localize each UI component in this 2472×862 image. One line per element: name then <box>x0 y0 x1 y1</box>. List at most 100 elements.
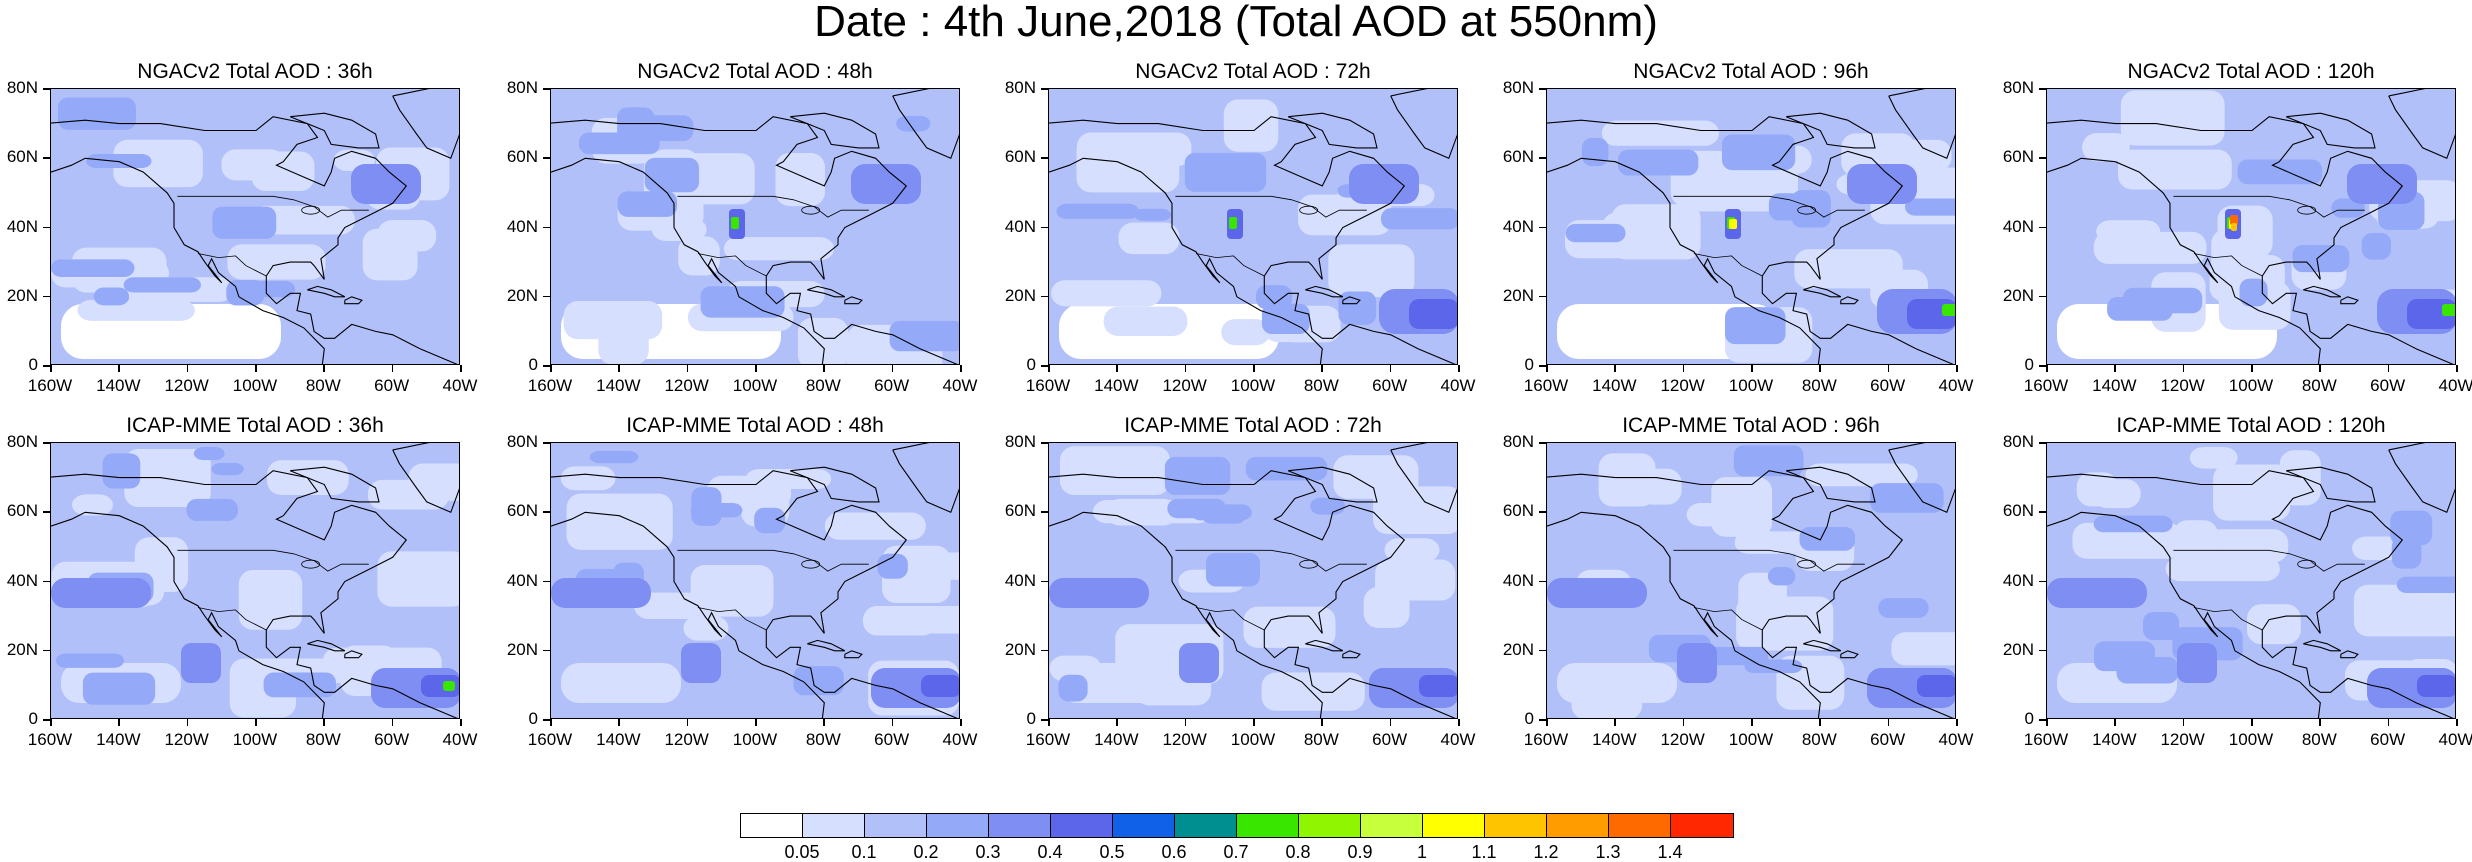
latitude-tick <box>1539 580 1546 582</box>
political-border <box>197 607 267 631</box>
longitude-tick <box>618 719 620 726</box>
coastline <box>1287 112 1378 149</box>
latitude-label: 60N <box>1502 147 1534 167</box>
longitude-tick <box>255 365 257 372</box>
colorbar-swatch <box>803 814 865 837</box>
coastline <box>289 112 380 149</box>
coastline <box>1305 639 1344 652</box>
aod-field-patch <box>226 281 296 298</box>
coastline <box>1803 285 1842 298</box>
longitude-label: 80W <box>1801 730 1837 749</box>
aod-field-patch <box>1058 674 1088 702</box>
longitude-label: 40W <box>1440 376 1476 395</box>
longitude-tick <box>1321 365 1323 372</box>
aod-field-patch <box>1255 285 1293 310</box>
aod-map <box>2046 442 2456 719</box>
map-panel: ICAP-MME Total AOD : 48h 80N 60N 40N 20N 0 160… <box>507 414 978 784</box>
coastline <box>892 443 959 514</box>
longitude-label: 40W <box>1440 730 1476 749</box>
longitude-tick <box>118 365 120 372</box>
coastline <box>551 116 958 364</box>
longitude-label: 160W <box>27 730 73 749</box>
aod-field-patch <box>2442 304 2455 316</box>
aod-field-patch <box>1847 164 1917 204</box>
latitude-tick <box>43 719 50 721</box>
colorbar-label: 1 <box>1416 842 1427 862</box>
colorbar-swatch <box>1113 814 1175 837</box>
latitude-tick <box>543 511 550 513</box>
latitude-label: 80N <box>506 432 538 451</box>
aod-map <box>50 88 460 365</box>
aod-field-patch <box>690 565 774 617</box>
aod-field-patch <box>1733 445 1804 477</box>
longitude-tick <box>2114 719 2116 726</box>
colorbar-swatch <box>1609 814 1671 837</box>
aod-field-patch <box>560 466 616 491</box>
longitude-label: 120W <box>1660 730 1705 749</box>
aod-field-patch <box>1419 675 1457 697</box>
great-lakes <box>1299 559 1319 569</box>
aod-field-patch <box>1729 219 1737 229</box>
longitude-tick <box>686 719 689 726</box>
latitude-tick <box>1041 295 1048 298</box>
longitude-tick <box>550 365 552 372</box>
longitude-label: 80W <box>1303 376 1339 395</box>
colorbar-swatch <box>1423 814 1485 837</box>
longitude-label: 160W <box>1025 730 1071 749</box>
latitude-label: 20N <box>6 639 38 659</box>
longitude-label: 120W <box>2160 376 2205 395</box>
aod-field-patch <box>1103 306 1188 336</box>
latitude-label: 20N <box>1502 285 1534 305</box>
coastline <box>1840 650 1859 659</box>
longitude-label: 160W <box>1025 376 1071 395</box>
longitude-tick <box>1184 365 1187 372</box>
panel-title: ICAP-MME Total AOD : 120h <box>2116 414 2386 437</box>
longitude-label: 140W <box>96 376 141 395</box>
aod-field-patch <box>1601 120 1720 146</box>
longitude-label: 40W <box>942 730 978 749</box>
latitude-tick <box>543 88 550 90</box>
coastline <box>789 112 880 149</box>
aod-field-patch <box>2173 520 2218 568</box>
aod-field-patch <box>691 487 722 526</box>
aod-field-patch <box>775 153 825 207</box>
longitude-tick <box>1819 365 1821 372</box>
political-border <box>1195 607 1265 631</box>
great-lakes <box>801 205 821 215</box>
latitude-label: 60N <box>1004 501 1036 521</box>
longitude-tick <box>960 719 962 726</box>
coastline <box>2047 116 2454 364</box>
aod-field-patch <box>723 237 835 261</box>
coastline <box>1305 285 1344 298</box>
longitude-label: 40W <box>1938 730 1974 749</box>
great-lakes <box>301 205 321 215</box>
latitude-tick <box>1539 157 1546 159</box>
latitude-tick <box>543 719 550 721</box>
longitude-label: 140W <box>596 730 641 749</box>
longitude-tick <box>2114 365 2116 372</box>
panel-title: NGACv2 Total AOD : 72h <box>1135 60 1371 83</box>
longitude-label: 80W <box>305 730 341 749</box>
latitude-tick <box>43 442 50 444</box>
colorbar-label: 0.6 <box>1161 842 1187 862</box>
latitude-label: 0 <box>528 355 538 374</box>
coastline <box>1390 443 1457 514</box>
longitude-tick <box>1253 365 1255 372</box>
latitude-tick <box>1539 511 1546 513</box>
longitude-label: 100W <box>1728 376 1774 395</box>
aod-field-patch <box>683 615 729 641</box>
longitude-tick <box>823 719 825 726</box>
aod-field-patch <box>2082 133 2130 162</box>
aod-field-patch <box>2213 464 2291 521</box>
coastline <box>1049 470 1456 718</box>
longitude-tick <box>2046 365 2048 372</box>
longitude-label: 60W <box>1870 376 1906 395</box>
aod-field-patch <box>55 653 125 668</box>
great-lakes <box>801 559 821 569</box>
latitude-tick <box>1041 649 1048 652</box>
longitude-tick <box>2251 719 2253 726</box>
map-panel: NGACv2 Total AOD : 120h 80N 60N 40N 20N 0 160W… <box>2003 60 2472 430</box>
aod-field-patch <box>2390 510 2433 546</box>
coastline <box>289 466 380 503</box>
colorbar-swatch <box>1547 814 1609 837</box>
